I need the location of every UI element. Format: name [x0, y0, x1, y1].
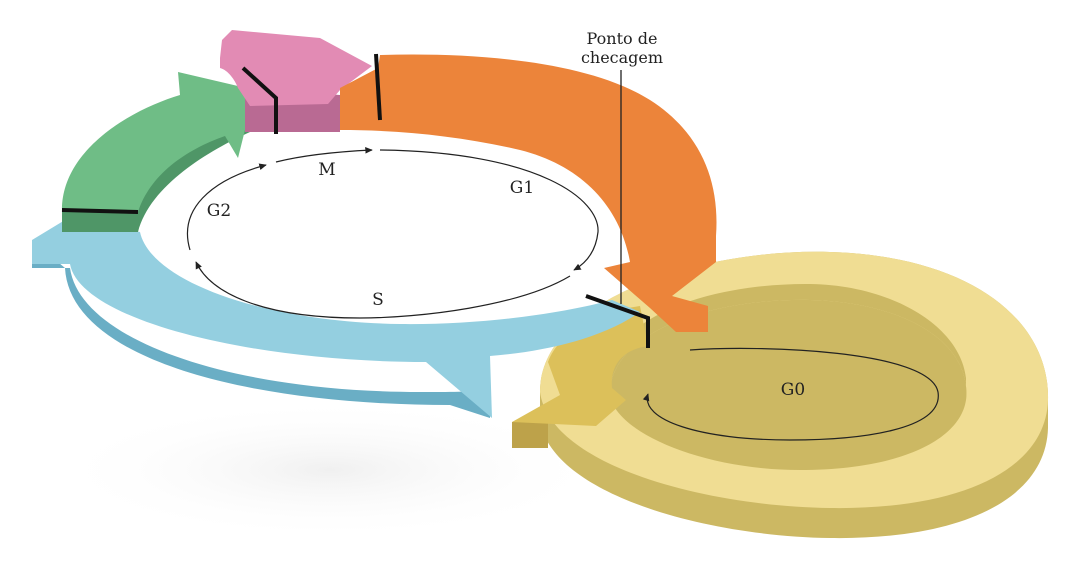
inner-cycle — [186, 146, 939, 441]
g0-entry-arrow — [512, 306, 648, 448]
inner-arrow-g2-m — [186, 163, 267, 251]
s-segment — [32, 220, 640, 418]
g1-segment — [340, 54, 717, 333]
inner-arrow-s-g2 — [195, 261, 571, 319]
phase-label-g0: G0 — [780, 380, 806, 400]
phase-label-g2: G2 — [206, 201, 232, 221]
phase-label-s: S — [372, 290, 384, 310]
phase-label-m: M — [318, 160, 336, 180]
inner-arrow-g1-s — [379, 149, 599, 271]
checkpoint-label-line2: checagem — [580, 48, 664, 67]
g0-inner-arrow — [642, 347, 939, 441]
phase-label-g1: G1 — [509, 178, 535, 198]
checkpoint-label-line1: Ponto de — [586, 29, 658, 48]
checkpoint-label: Ponto de checagem — [581, 29, 663, 67]
ring-shadow — [50, 400, 610, 540]
g2-segment — [62, 72, 255, 232]
inner-arrow-m-g1 — [275, 146, 373, 163]
boundary-marks — [61, 53, 650, 348]
m-segment — [220, 30, 372, 132]
